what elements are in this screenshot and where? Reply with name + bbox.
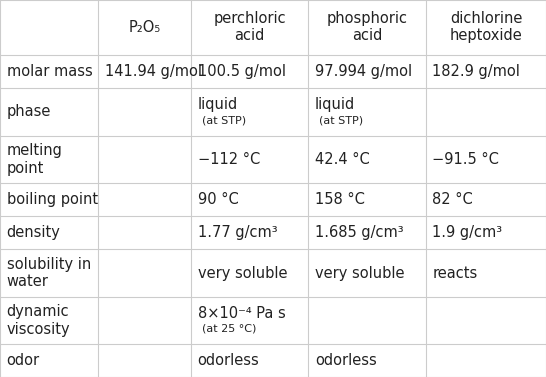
Text: P₂O₅: P₂O₅ [128,20,161,35]
Text: very soluble: very soluble [198,266,287,280]
Text: boiling point: boiling point [7,192,98,207]
Text: 141.94 g/mol: 141.94 g/mol [105,64,202,79]
Text: liquid: liquid [198,97,238,112]
Text: 1.685 g/cm³: 1.685 g/cm³ [315,225,403,240]
Text: (at STP): (at STP) [202,116,246,126]
Text: solubility in
water: solubility in water [7,257,91,290]
Text: −91.5 °C: −91.5 °C [432,152,499,167]
Text: density: density [7,225,61,240]
Text: 182.9 g/mol: 182.9 g/mol [432,64,520,79]
Text: 42.4 °C: 42.4 °C [315,152,370,167]
Text: perchloric
acid: perchloric acid [213,11,286,43]
Text: −112 °C: −112 °C [198,152,260,167]
Text: 8×10⁻⁴ Pa s: 8×10⁻⁴ Pa s [198,306,286,321]
Text: odor: odor [7,353,40,368]
Text: very soluble: very soluble [315,266,405,280]
Text: dynamic
viscosity: dynamic viscosity [7,305,70,337]
Text: (at 25 °C): (at 25 °C) [202,324,257,334]
Text: dichlorine
heptoxide: dichlorine heptoxide [449,11,523,43]
Text: 100.5 g/mol: 100.5 g/mol [198,64,286,79]
Text: odorless: odorless [198,353,259,368]
Text: phosphoric
acid: phosphoric acid [327,11,408,43]
Text: 158 °C: 158 °C [315,192,365,207]
Text: melting
point: melting point [7,143,62,176]
Text: 82 °C: 82 °C [432,192,473,207]
Text: 97.994 g/mol: 97.994 g/mol [315,64,412,79]
Text: (at STP): (at STP) [319,116,364,126]
Text: 90 °C: 90 °C [198,192,239,207]
Text: molar mass: molar mass [7,64,92,79]
Text: 1.77 g/cm³: 1.77 g/cm³ [198,225,277,240]
Text: odorless: odorless [315,353,377,368]
Text: 1.9 g/cm³: 1.9 g/cm³ [432,225,502,240]
Text: phase: phase [7,104,51,120]
Text: liquid: liquid [315,97,355,112]
Text: reacts: reacts [432,266,478,280]
